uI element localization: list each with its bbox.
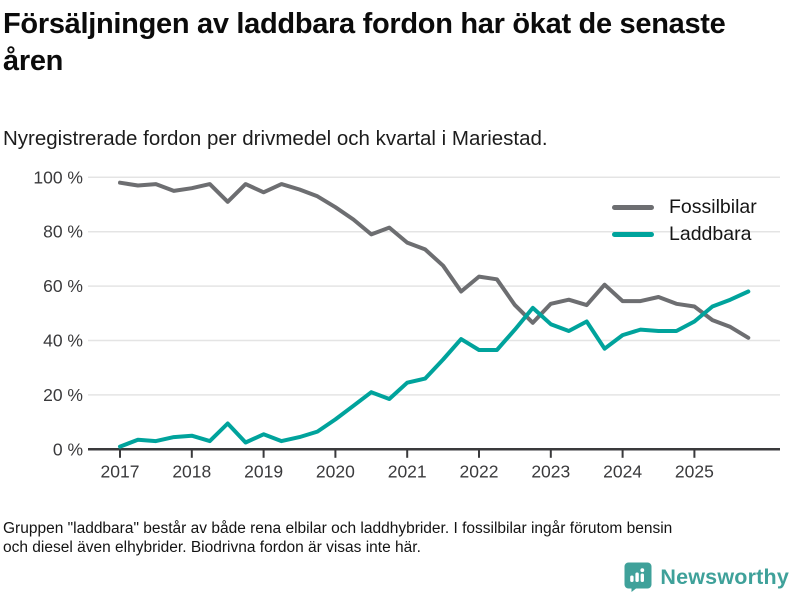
legend-swatch-laddbara (612, 232, 654, 237)
y-axis-label: 20 % (43, 385, 83, 405)
legend-item-fossilbilar: Fossilbilar (612, 194, 757, 221)
newsworthy-logo: Newsworthy (624, 562, 789, 592)
chart-legend: Fossilbilar Laddbara (612, 194, 757, 248)
x-axis-label: 2022 (460, 461, 499, 481)
legend-swatch-fossilbilar (612, 205, 654, 210)
y-axis-label: 80 % (43, 222, 83, 242)
y-axis-label: 40 % (43, 331, 83, 351)
y-axis-label: 60 % (43, 276, 83, 296)
chart-subtitle: Nyregistrerade fordon per drivmedel och … (3, 127, 548, 150)
x-axis-label: 2018 (172, 461, 211, 481)
bar-chart-speech-bubble-icon (624, 562, 652, 592)
x-axis-label: 2024 (603, 461, 642, 481)
x-axis-label: 2025 (675, 461, 714, 481)
chart-title: Försäljningen av laddbara fordon har öka… (3, 8, 726, 77)
x-axis-label: 2019 (244, 461, 283, 481)
legend-label-laddbara: Laddbara (669, 223, 752, 245)
x-axis-label: 2023 (531, 461, 570, 481)
x-axis-label: 2020 (316, 461, 355, 481)
y-axis-label: 0 % (53, 439, 83, 459)
legend-label-fossilbilar: Fossilbilar (669, 196, 757, 218)
footnote-line-2: och diesel även elhybrider. Biodrivna fo… (3, 538, 421, 556)
series-line-fossilbilar (118, 180, 751, 340)
x-axis-label: 2017 (101, 461, 140, 481)
y-axis-label: 100 % (33, 167, 83, 187)
x-axis-label: 2021 (388, 461, 427, 481)
footnote-line-1: Gruppen "laddbara" består av både rena e… (3, 520, 673, 537)
footnote: Gruppen "laddbara" består av både rena e… (3, 520, 672, 558)
legend-item-laddbara: Laddbara (612, 221, 757, 248)
series-line-laddbara (118, 289, 751, 449)
newsworthy-logo-text: Newsworthy (660, 564, 789, 589)
